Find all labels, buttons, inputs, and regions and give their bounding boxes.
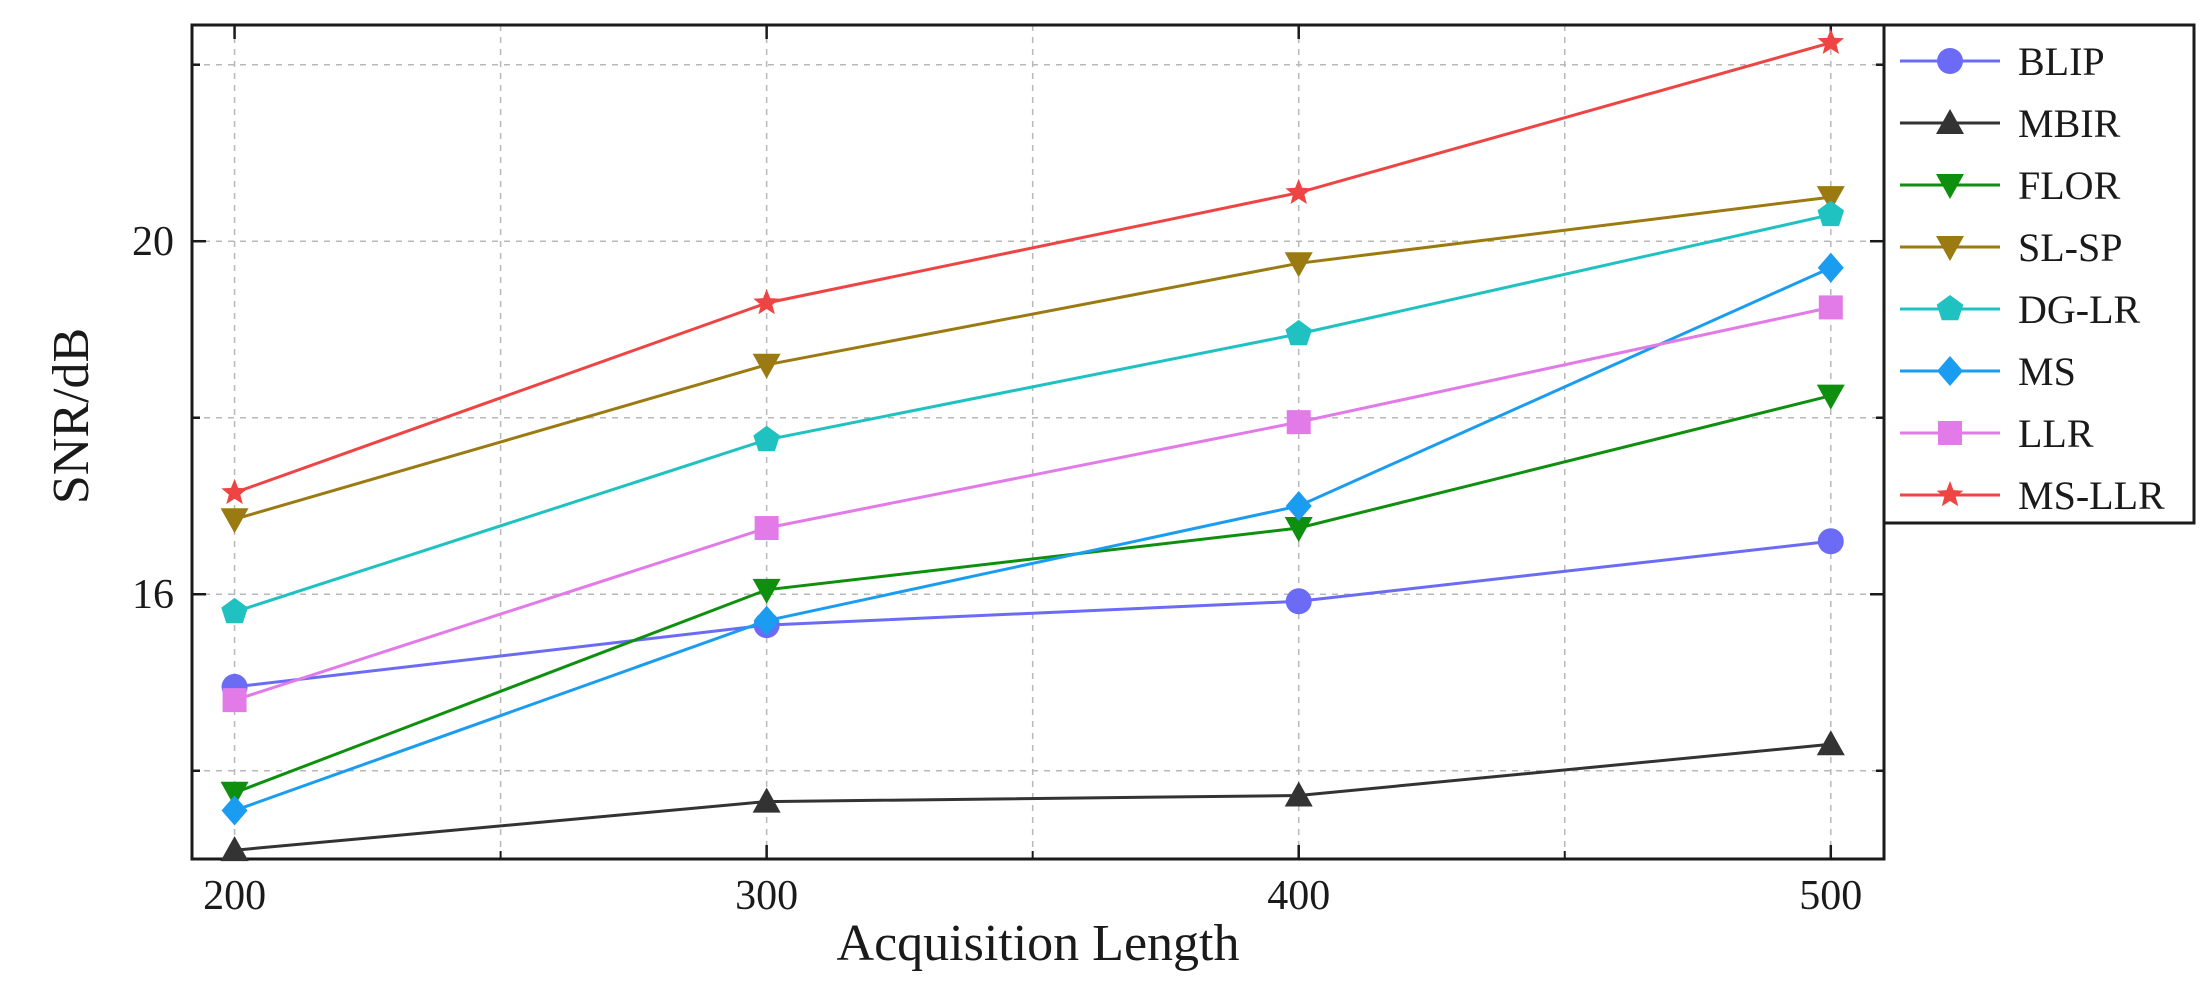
data-point-ms [753, 605, 780, 636]
data-point-sl-sp [1816, 186, 1845, 212]
series-sl-sp [220, 186, 1845, 534]
data-point-ms [221, 795, 248, 826]
x-tick-label: 300 [735, 873, 798, 919]
series-flor [220, 384, 1845, 807]
series-ms [221, 252, 1844, 826]
legend-marker-llr [1938, 421, 1962, 445]
series-dg-lr [221, 200, 1845, 624]
legend-label-flor: FLOR [2018, 163, 2121, 208]
data-point-llr [1286, 410, 1311, 435]
data-point-dg-lr [1817, 200, 1845, 227]
data-point-sl-sp [1284, 252, 1313, 278]
x-tick-label: 200 [203, 873, 266, 919]
legend: BLIP MBIR FLOR SL-SP DG-LR MS LLR MS-LLR [1882, 23, 2196, 525]
x-axis-title: Acquisition Length [837, 915, 1240, 972]
data-point-mbir [1816, 730, 1845, 756]
data-point-ms-llr [221, 478, 248, 505]
data-point-flor [1816, 384, 1845, 410]
legend-items: BLIP MBIR FLOR SL-SP DG-LR MS LLR MS-LLR [1900, 39, 2165, 518]
legend-item-mbir: MBIR [1900, 101, 2121, 146]
data-point-dg-lr [753, 425, 780, 452]
data-point-flor [1284, 517, 1313, 543]
legend-item-blip: BLIP [1900, 39, 2105, 84]
legend-item-dg-lr: DG-LR [1900, 287, 2141, 332]
series-llr [222, 295, 1843, 713]
y-tick-label: 20 [132, 219, 174, 265]
series-line-ms [234, 266, 1832, 812]
legend-marker-dg-lr [1936, 295, 1964, 321]
series-mbir [220, 730, 1845, 862]
data-point-llr [222, 688, 247, 713]
legend-label-dg-lr: DG-LR [2018, 287, 2141, 332]
legend-label-blip: BLIP [2018, 39, 2105, 84]
x-tick-label: 400 [1267, 873, 1330, 919]
data-point-flor [752, 578, 781, 604]
series-line-ms-llr [234, 41, 1832, 495]
data-point-llr [754, 516, 779, 541]
legend-label-ms: MS [2018, 349, 2076, 394]
series-line-llr [234, 305, 1832, 702]
data-point-dg-lr [221, 597, 248, 624]
series-line-flor [234, 394, 1832, 795]
legend-marker-mbir [1936, 109, 1964, 134]
data-point-dg-lr [1285, 319, 1312, 346]
legend-item-sl-sp: SL-SP [1900, 225, 2123, 270]
legend-label-ms-llr: MS-LLR [2018, 473, 2165, 518]
data-point-flor [220, 781, 249, 807]
y-axis-title: SNR/dB [43, 328, 100, 504]
legend-item-ms-llr: MS-LLR [1900, 473, 2165, 518]
series-line-dg-lr [234, 213, 1832, 614]
data-point-mbir [752, 787, 781, 813]
legend-label-mbir: MBIR [2018, 101, 2121, 146]
grid [192, 25, 1884, 859]
legend-box [1882, 23, 2196, 525]
data-point-sl-sp [752, 353, 781, 379]
y-tick-label: 16 [132, 572, 174, 618]
legend-marker-sl-sp [1936, 236, 1964, 261]
data-point-blip [1817, 528, 1844, 555]
legend-marker-ms-llr [1936, 481, 1964, 507]
legend-label-sl-sp: SL-SP [2018, 225, 2123, 270]
data-point-blip [1285, 588, 1312, 615]
data-point-ms [1285, 490, 1312, 521]
x-tick-labels: 200 300 400 500 [203, 873, 1862, 919]
data-point-ms-llr [753, 289, 780, 315]
legend-label-llr: LLR [2018, 411, 2094, 456]
series [220, 28, 1845, 862]
series-ms-llr [221, 28, 1845, 505]
data-point-sl-sp [220, 508, 249, 534]
series-line-sl-sp [234, 195, 1831, 521]
data-point-mbir [220, 836, 249, 862]
data-point-mbir [1284, 781, 1313, 807]
legend-marker-blip [1937, 48, 1963, 74]
data-point-ms [1817, 252, 1844, 283]
series-line-blip [234, 539, 1831, 689]
data-point-llr [1818, 295, 1843, 320]
data-point-ms-llr [1817, 28, 1845, 54]
legend-item-flor: FLOR [1900, 163, 2121, 208]
x-tick-label: 500 [1799, 873, 1862, 919]
legend-item-llr: LLR [1900, 411, 2094, 456]
legend-marker-ms [1937, 356, 1963, 386]
legend-item-ms: MS [1900, 349, 2076, 394]
series-line-mbir [234, 742, 1831, 852]
legend-marker-flor [1936, 174, 1964, 199]
data-point-ms-llr [1285, 178, 1312, 204]
